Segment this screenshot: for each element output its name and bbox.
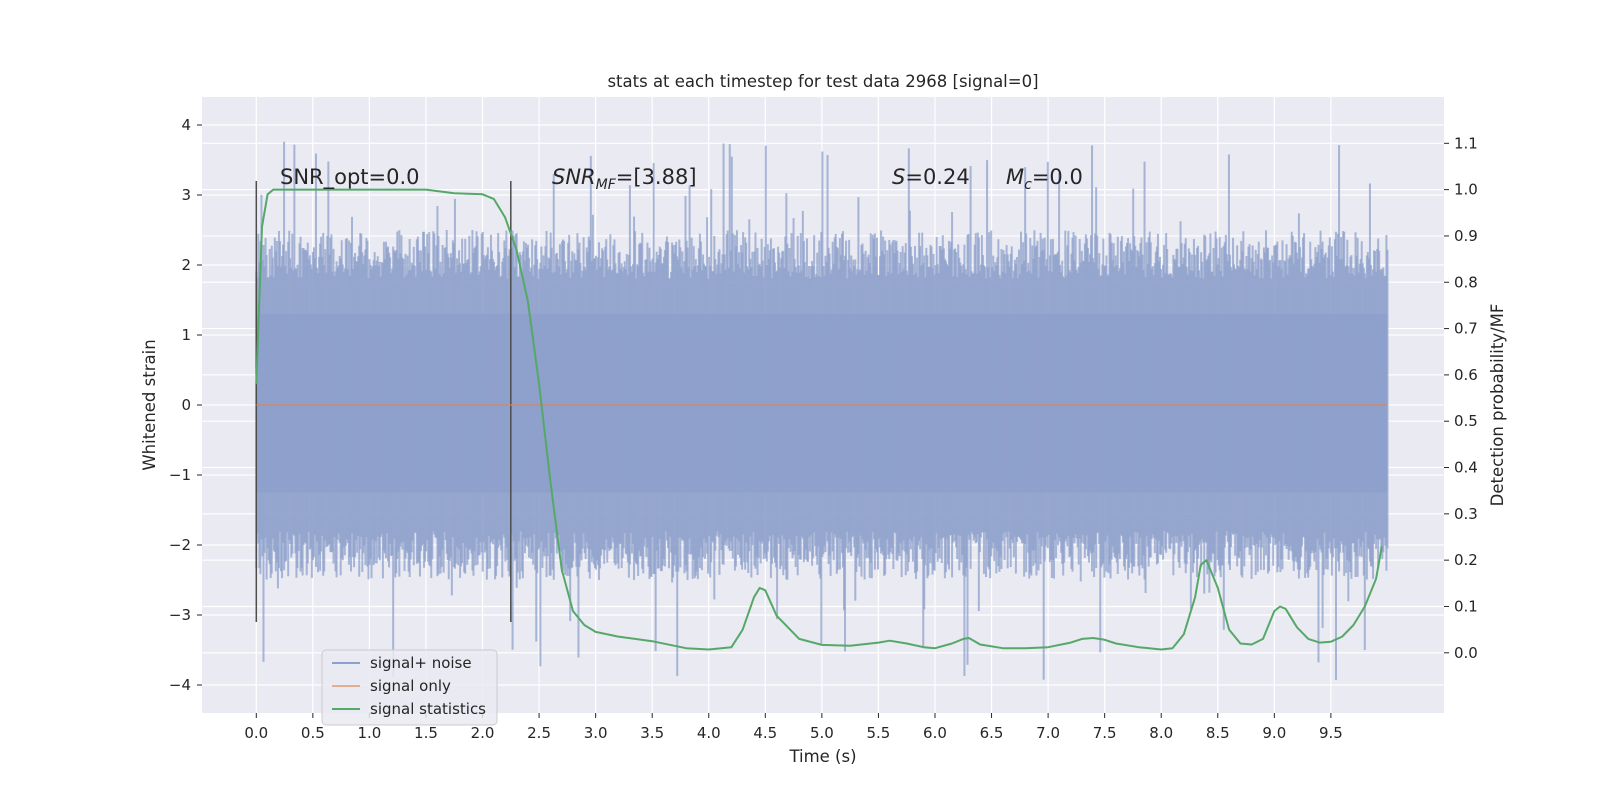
x-tick-label: 3.0 — [584, 724, 608, 742]
y-tick-label: −4 — [169, 676, 191, 694]
x-tick-label: 7.0 — [1036, 724, 1060, 742]
marker-lines — [255, 181, 512, 622]
signal-statistics-line — [255, 188, 1383, 651]
y2-tick-label: 0.4 — [1454, 459, 1478, 477]
x-tick-label: 2.5 — [527, 724, 551, 742]
y2-axis-label: Detection probability/MF — [1488, 304, 1507, 507]
chart-title: stats at each timestep for test data 296… — [607, 72, 1038, 91]
annotation-s: S=0.24 — [892, 165, 970, 189]
y-tick-label: 0 — [181, 396, 191, 414]
y2-tick-label: 0.3 — [1454, 505, 1478, 523]
y-tick-label: −1 — [169, 466, 191, 484]
x-tick-label: 6.5 — [980, 724, 1004, 742]
legend-label-signal-only: signal only — [370, 677, 451, 695]
y2-tick-label: 0.8 — [1454, 273, 1478, 291]
annotation-mc: Mc=0.0 — [1006, 165, 1083, 193]
x-tick-label: 9.0 — [1262, 724, 1286, 742]
y-tick-label: −2 — [169, 536, 191, 554]
y2-tick-label: 0.5 — [1454, 412, 1478, 430]
x-tick-label: 1.5 — [414, 724, 438, 742]
y-tick-label: 4 — [181, 116, 191, 134]
x-tick-label: 2.0 — [471, 724, 495, 742]
y2-tick-label: 1.1 — [1454, 134, 1478, 152]
x-tick-label: 0.5 — [301, 724, 325, 742]
x-tick-label: 5.0 — [810, 724, 834, 742]
legend-label-signal-noise: signal+ noise — [370, 654, 472, 672]
annotations: SNR_opt=0.0 SNRMF=[3.88] S=0.24 Mc=0.0 — [280, 165, 1083, 193]
x-tick-label: 7.5 — [1093, 724, 1117, 742]
y2-tick-label: 0.2 — [1454, 551, 1478, 569]
x-tick-label: 4.0 — [697, 724, 721, 742]
y-tick-label: 1 — [181, 326, 191, 344]
x-tick-label: 1.0 — [357, 724, 381, 742]
y-tick-label: −3 — [169, 606, 191, 624]
x-tick-label: 8.0 — [1149, 724, 1173, 742]
noise-dense-band — [256, 314, 1388, 493]
y-axis-label: Whitened strain — [140, 339, 159, 470]
y2-tick-label: 1.0 — [1454, 181, 1478, 199]
legend-label-signal-statistics: signal statistics — [370, 700, 486, 718]
x-tick-label: 9.5 — [1319, 724, 1343, 742]
y2-tick-label: 0.6 — [1454, 366, 1478, 384]
x-tick-label: 3.5 — [640, 724, 664, 742]
x-tick-label: 0.0 — [244, 724, 268, 742]
series-signal-noise — [255, 141, 1389, 680]
x-tick-label: 5.5 — [866, 724, 890, 742]
x-tick-label: 6.0 — [923, 724, 947, 742]
y-tick-label: 3 — [181, 186, 191, 204]
series-lines — [255, 188, 1388, 651]
y2-tick-label: 0.0 — [1454, 644, 1478, 662]
annotation-snr-opt: SNR_opt=0.0 — [280, 165, 420, 190]
annotation-snr-mf: SNRMF=[3.88] — [552, 165, 697, 193]
x-tick-label: 8.5 — [1206, 724, 1230, 742]
legend: signal+ noise signal only signal statist… — [321, 649, 498, 726]
y-tick-label: 2 — [181, 256, 191, 274]
legend-box — [321, 649, 498, 726]
y2-tick-label: 0.7 — [1454, 320, 1478, 338]
y2-tick-label: 0.1 — [1454, 597, 1478, 615]
y2-tick-label: 0.9 — [1454, 227, 1478, 245]
x-tick-label: 4.5 — [753, 724, 777, 742]
axis-ticks: 0.0 0.5 1.0 1.5 2.0 2.5 3.0 3.5 4.0 4.5 5.0 5.5 6.0 6… — [169, 116, 1478, 742]
x-axis-label: Time (s) — [788, 747, 856, 766]
